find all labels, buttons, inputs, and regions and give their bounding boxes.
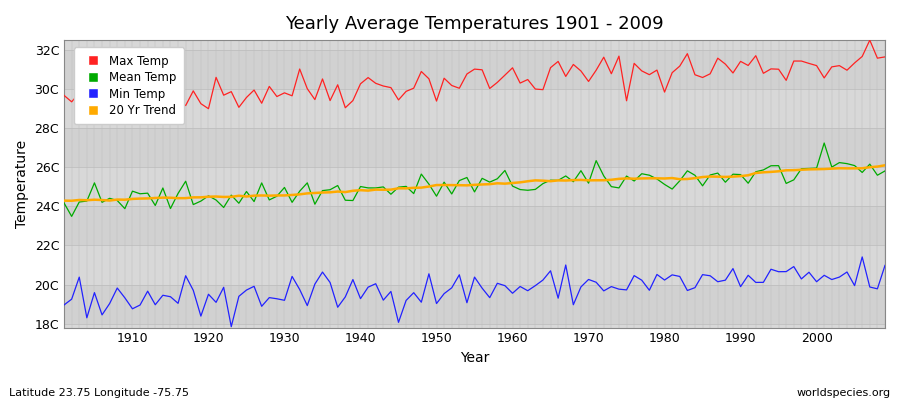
Bar <box>64 128 885 167</box>
Bar <box>64 50 885 89</box>
X-axis label: Year: Year <box>460 351 490 365</box>
Text: worldspecies.org: worldspecies.org <box>796 388 891 398</box>
Y-axis label: Temperature: Temperature <box>15 140 29 228</box>
Legend: Max Temp, Mean Temp, Min Temp, 20 Yr Trend: Max Temp, Mean Temp, Min Temp, 20 Yr Tre… <box>74 48 184 124</box>
Text: Latitude 23.75 Longitude -75.75: Latitude 23.75 Longitude -75.75 <box>9 388 189 398</box>
Bar <box>64 284 885 324</box>
Title: Yearly Average Temperatures 1901 - 2009: Yearly Average Temperatures 1901 - 2009 <box>285 15 664 33</box>
Bar <box>64 206 885 246</box>
